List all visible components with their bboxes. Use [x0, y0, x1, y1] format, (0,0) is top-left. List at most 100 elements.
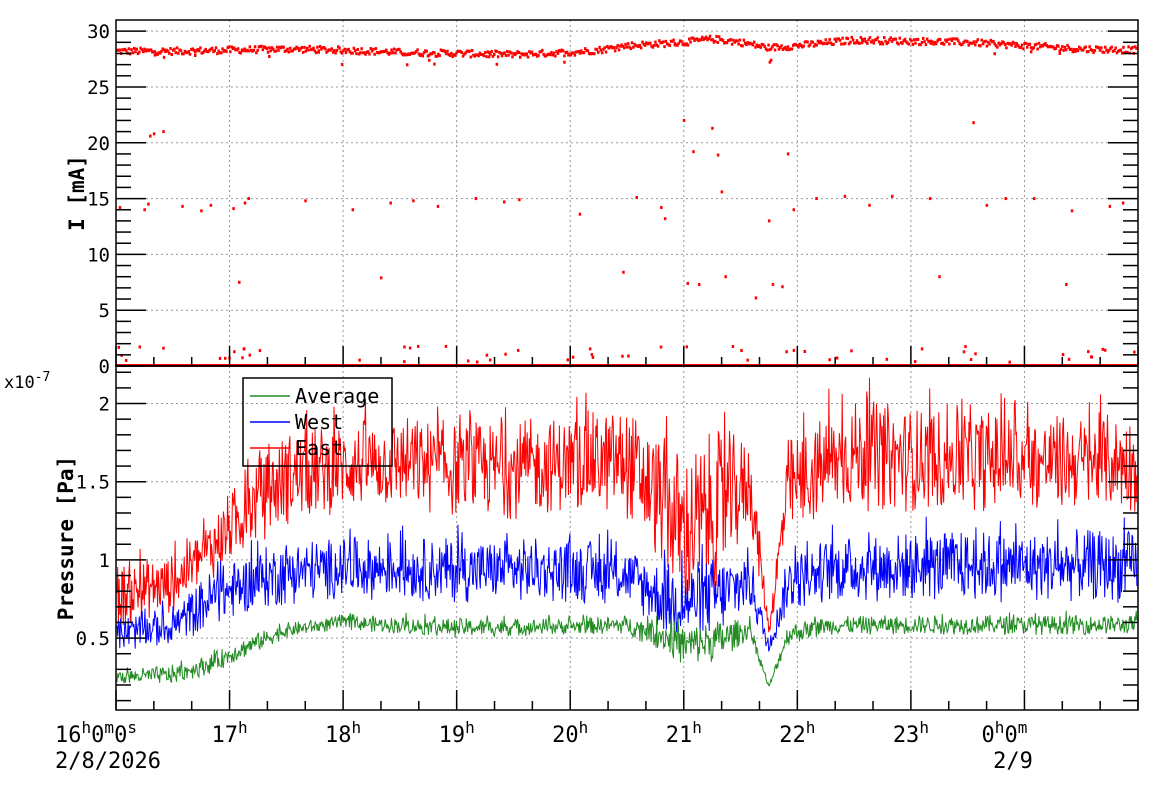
current-point [625, 45, 629, 49]
current-point [534, 52, 538, 56]
current-point [212, 50, 215, 54]
current-point [912, 38, 916, 42]
y-tick-label: 0 [99, 356, 110, 378]
current-point [612, 46, 616, 50]
current-point [199, 46, 202, 50]
current-point [204, 47, 207, 51]
x-tick-label: 0h0m [982, 718, 1028, 748]
current-point [942, 42, 946, 46]
current-point [772, 43, 775, 47]
current-point [340, 62, 344, 66]
current-point [326, 49, 330, 53]
current-point [792, 43, 795, 47]
current-point [270, 46, 274, 50]
current-point [266, 50, 270, 54]
current-point [1123, 51, 1126, 55]
current-point [799, 43, 803, 47]
current-point [959, 43, 963, 47]
current-point [1032, 46, 1035, 50]
current-point [729, 38, 733, 42]
current-point [564, 51, 567, 55]
current-point [668, 43, 671, 47]
x-tick-label: 22h [779, 718, 815, 748]
current-point [607, 46, 610, 50]
current-point [1031, 47, 1034, 51]
current-point [844, 41, 847, 45]
current-outlier-point [786, 152, 790, 156]
current-point [1119, 48, 1123, 52]
current-point [365, 50, 369, 54]
current-point [1007, 42, 1011, 46]
current-point [241, 356, 244, 360]
current-point [820, 41, 824, 45]
current-point [355, 52, 358, 56]
current-point [415, 50, 418, 54]
current-point [194, 54, 197, 58]
current-point [789, 47, 792, 51]
current-point [418, 53, 422, 57]
current-point [723, 41, 726, 45]
current-point [795, 43, 799, 47]
current-point [435, 54, 439, 58]
current-point [509, 51, 513, 55]
current-point [485, 55, 488, 59]
current-point [399, 50, 402, 54]
current-point [411, 51, 414, 55]
current-point [248, 353, 252, 357]
current-point [139, 46, 142, 50]
current-point [1094, 45, 1098, 49]
y-tick-label: 20 [87, 133, 110, 155]
current-point [993, 52, 996, 56]
current-point [560, 48, 564, 52]
current-point [353, 49, 357, 53]
current-point [422, 51, 426, 55]
current-point [312, 46, 315, 50]
current-point [468, 49, 471, 53]
current-point [240, 48, 244, 52]
current-point [192, 48, 196, 52]
current-point [779, 45, 782, 49]
current-point [594, 47, 597, 51]
current-point [1006, 41, 1009, 45]
current-point [487, 55, 491, 59]
y-tick-label: 10 [87, 244, 110, 266]
current-point [195, 49, 198, 53]
current-point [975, 40, 978, 44]
current-point [669, 39, 673, 43]
current-point [699, 38, 703, 42]
current-point [242, 49, 245, 53]
current-point [922, 36, 925, 40]
current-point [633, 42, 636, 46]
current-point [893, 37, 896, 41]
current-point [1079, 47, 1082, 51]
current-point [255, 51, 258, 55]
current-point [1091, 48, 1094, 52]
current-point [229, 50, 232, 54]
current-point [1013, 41, 1016, 45]
current-point [1130, 47, 1133, 51]
current-point [473, 54, 476, 58]
current-point [860, 41, 864, 45]
current-outlier-point [938, 275, 941, 279]
current-point [871, 39, 874, 43]
current-point [282, 45, 285, 49]
current-point [486, 50, 489, 54]
current-point [327, 48, 331, 52]
current-point [463, 52, 466, 56]
current-point [647, 41, 651, 45]
current-point [832, 42, 835, 46]
y-exponent-label: x10-7 [4, 370, 50, 393]
current-point [127, 47, 131, 51]
current-point [429, 52, 432, 56]
current-point [502, 51, 505, 55]
current-point [672, 38, 675, 42]
current-point [859, 35, 863, 39]
current-point [223, 48, 227, 52]
current-outlier-point [815, 197, 818, 201]
current-point [444, 52, 448, 56]
current-point [155, 52, 158, 56]
current-point [1120, 51, 1124, 55]
current-point [831, 42, 834, 46]
current-point [1061, 45, 1064, 49]
current-point [546, 53, 549, 57]
